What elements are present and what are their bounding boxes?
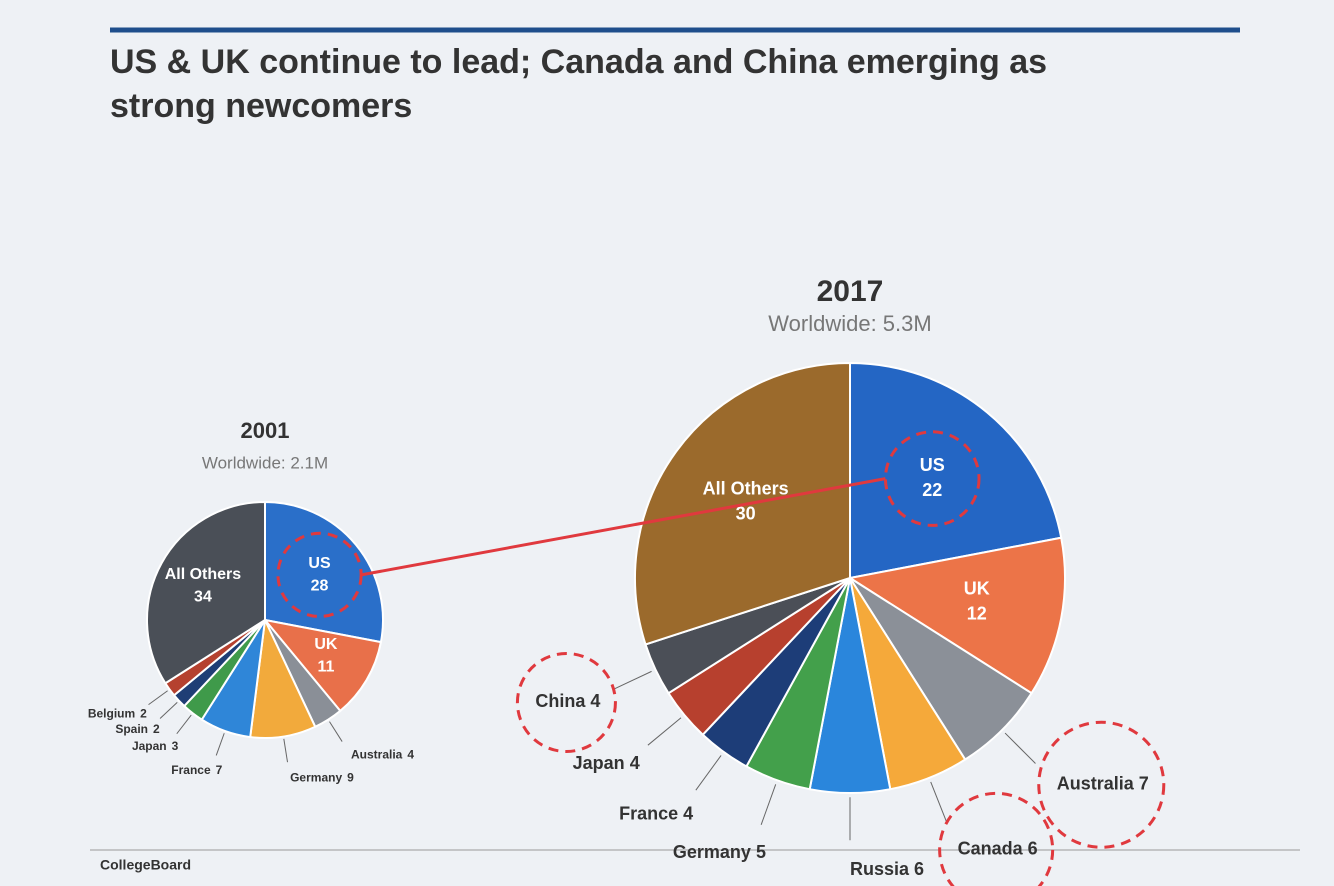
pie-slice <box>847 536 1066 695</box>
slice-label: US <box>920 455 945 475</box>
slice-value: 2 <box>153 722 160 736</box>
pie-title: 2001 <box>241 418 290 443</box>
slice-label: Australia <box>351 748 403 762</box>
pie-slice <box>262 618 383 713</box>
highlight-circle <box>883 430 981 527</box>
source: CollegeBoard <box>100 857 191 873</box>
slice-value: 28 <box>311 577 329 594</box>
slice-value: 6 <box>914 859 924 879</box>
leader-line <box>930 781 948 823</box>
slice-label: All Others <box>165 566 242 583</box>
slice-value: 7 <box>1139 774 1149 794</box>
slice-value: 4 <box>683 803 693 823</box>
slide-title: US & UK continue to lead; Canada and Chi… <box>110 43 1048 125</box>
pie-slice <box>849 361 1063 580</box>
slice-label: UK <box>964 578 990 598</box>
leader-line <box>1004 732 1036 764</box>
slice-label: Japan <box>132 739 167 753</box>
slice-value: 9 <box>347 771 354 785</box>
slice-label: Russia <box>850 859 910 879</box>
leader-line <box>215 733 225 756</box>
leader-line <box>647 717 682 746</box>
leader-line <box>760 784 777 825</box>
pie-subtitle: Worldwide: 2.1M <box>202 453 328 472</box>
highlight-circle <box>515 651 617 754</box>
slice-label: France <box>619 803 678 823</box>
slice-label: China <box>535 691 586 711</box>
slice-label: Germany <box>673 842 751 862</box>
slice-label: Germany <box>290 771 342 785</box>
slice-value: 11 <box>317 658 334 675</box>
slice-value: 4 <box>590 691 600 711</box>
leader-line <box>329 721 343 742</box>
slice-label: Japan <box>573 753 625 773</box>
slice-value: 3 <box>172 739 179 753</box>
slice-value: 6 <box>1028 839 1038 859</box>
slice-label: France <box>171 763 211 777</box>
slice-label: US <box>308 555 331 572</box>
slice-value: 5 <box>756 842 766 862</box>
slice-label: Canada <box>958 839 1024 859</box>
highlight-circle <box>1037 720 1166 849</box>
slice-label: Belgium <box>88 706 135 720</box>
leader-line <box>612 670 652 691</box>
pie-subtitle: Worldwide: 5.3M <box>768 311 931 336</box>
leader-line <box>148 690 168 706</box>
leader-line <box>283 738 289 763</box>
pie-title: 2017 <box>817 275 884 308</box>
slice-label: Spain <box>115 722 148 736</box>
slice-value: 22 <box>922 480 942 500</box>
slice-label: All Others <box>703 478 789 498</box>
leader-line <box>159 702 178 719</box>
slice-value: 34 <box>194 588 212 605</box>
slice-value: 4 <box>407 748 414 762</box>
slice-value: 30 <box>736 504 756 524</box>
slice-value: 7 <box>216 763 223 777</box>
slice-label: Australia <box>1057 774 1135 794</box>
pie-slice <box>146 500 266 685</box>
slice-label: UK <box>314 636 338 653</box>
slice-value: 2 <box>140 706 147 720</box>
leader-line <box>176 714 192 735</box>
connector-line <box>360 477 886 577</box>
highlight-circle <box>938 791 1055 886</box>
slice-value: 12 <box>967 604 987 624</box>
leader-line <box>695 755 722 791</box>
slice-value: 4 <box>630 753 640 773</box>
